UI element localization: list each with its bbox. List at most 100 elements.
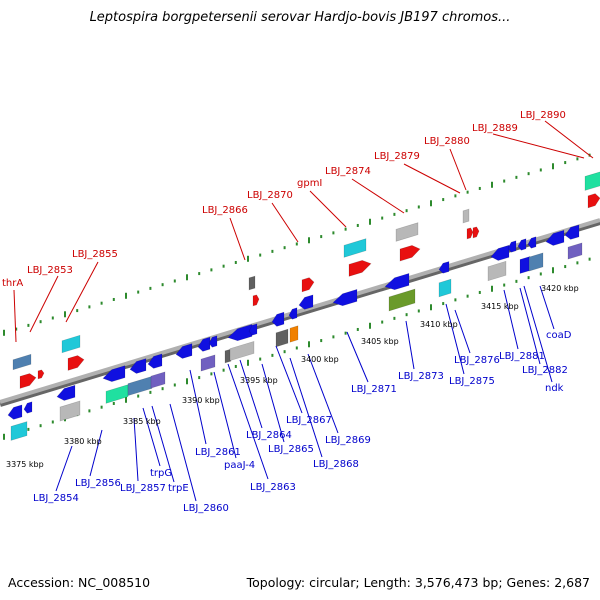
gene-block <box>487 260 507 282</box>
gene-label-LBJ_2866: LBJ_2866 <box>202 205 248 216</box>
reverse-gene <box>298 294 314 310</box>
kbp-label: 3390 kbp <box>182 396 220 405</box>
gene-block <box>59 400 81 422</box>
gene-label-LBJ_2853: LBJ_2853 <box>27 265 73 276</box>
reverse-gene <box>56 384 76 401</box>
gene-label-LBJ_2874: LBJ_2874 <box>325 166 371 177</box>
callout-line <box>503 289 519 350</box>
callout-line <box>229 217 246 261</box>
reverse-labels: LBJ_2854 LBJ_2856 LBJ_2857 trpG trpE LBJ… <box>33 330 572 514</box>
reverse-gene <box>564 224 580 240</box>
gene-label-trpG: trpG <box>150 468 172 479</box>
reverse-gene <box>332 288 358 307</box>
reverse-gene <box>129 358 147 374</box>
callout-line <box>346 331 369 383</box>
callout-line <box>289 357 323 458</box>
callout-line <box>239 359 263 429</box>
gene-block <box>584 171 600 191</box>
gene-label-LBJ_2860: LBJ_2860 <box>183 503 229 514</box>
reverse-gene <box>545 229 565 246</box>
gene-label-LBJ_2865: LBJ_2865 <box>268 444 314 455</box>
callout-line <box>351 178 405 214</box>
kbp-label: 3410 kbp <box>420 320 458 329</box>
gene-block <box>462 208 470 224</box>
callout-line <box>169 403 197 502</box>
gene-label-thrA: thrA <box>2 278 23 289</box>
tick-tracks <box>3 153 591 440</box>
forward-gene <box>19 373 37 389</box>
callout-line <box>142 407 161 467</box>
kbp-label: 3385 kbp <box>123 417 161 426</box>
gene-label-gpmI: gpmI <box>297 178 322 189</box>
reverse-gene <box>384 272 410 291</box>
callout-line <box>275 345 303 414</box>
kbp-label: 3405 kbp <box>361 337 399 346</box>
forward-gene <box>252 294 260 307</box>
gene-label-LBJ_2890: LBJ_2890 <box>520 110 566 121</box>
gene-label-ndk: ndk <box>545 383 564 394</box>
reverse-gene <box>102 365 126 382</box>
gene-label-LBJ_2880: LBJ_2880 <box>424 136 470 147</box>
forward-gene <box>466 227 474 240</box>
callout-line <box>307 353 339 434</box>
callout-line <box>544 120 594 159</box>
gene-block <box>10 421 28 441</box>
callout-line <box>213 371 237 459</box>
gene-label-LBJ_2854: LBJ_2854 <box>33 493 79 504</box>
gene-block <box>12 353 32 371</box>
gene-label-LBJ_2864: LBJ_2864 <box>246 430 292 441</box>
gene-block <box>248 275 256 291</box>
gene-label-trpE: trpE <box>168 483 189 494</box>
leaders <box>13 120 594 502</box>
callout-line <box>29 275 59 333</box>
reverse-gene <box>507 240 517 253</box>
gene-block <box>395 222 419 242</box>
gene-block <box>200 354 216 372</box>
reverse-gene <box>197 336 211 352</box>
callout-line <box>133 417 139 482</box>
callout-line <box>189 369 207 445</box>
gene-block <box>289 325 299 343</box>
gene-block <box>438 278 452 298</box>
callout-line <box>89 429 103 477</box>
callout-line <box>227 363 269 480</box>
gene-label-LBJ_2868: LBJ_2868 <box>313 459 359 470</box>
gene-label-LBJ_2875: LBJ_2875 <box>449 376 495 387</box>
gene-block <box>150 371 166 389</box>
callout-line <box>13 289 17 343</box>
kbp-label: 3375 kbp <box>6 460 44 469</box>
gene-block <box>275 328 289 348</box>
callout-line <box>539 285 555 330</box>
gene-block <box>567 242 583 260</box>
gene-block <box>224 348 232 364</box>
gene-label-LBJ_2867: LBJ_2867 <box>286 415 332 426</box>
kbp-labels: 3375 kbp 3380 kbp 3385 kbp 3390 kbp 3395… <box>6 284 579 469</box>
callout-line <box>309 190 347 228</box>
callout-line <box>523 285 553 383</box>
footer-accession: Accession: NC_008510 <box>8 575 151 590</box>
gene-label-coaD: coaD <box>546 330 572 341</box>
callout-line <box>55 445 73 492</box>
reverse-gene <box>438 261 450 274</box>
kbp-label: 3400 kbp <box>301 355 339 364</box>
gene-label-LBJ_2856: LBJ_2856 <box>75 478 121 489</box>
reverse-gene <box>208 335 218 348</box>
forward-gene <box>301 277 315 293</box>
callout-line <box>261 363 285 443</box>
gene-label-LBJ_2881: LBJ_2881 <box>499 351 545 362</box>
callout-line <box>519 287 541 365</box>
gene-block <box>105 384 129 404</box>
gene-block <box>343 238 367 258</box>
gene-label-LBJ_2857: LBJ_2857 <box>120 483 166 494</box>
gene-block <box>127 375 153 397</box>
gene-label-LBJ_2863: LBJ_2863 <box>250 482 296 493</box>
gene-label-LBJ_2855: LBJ_2855 <box>72 249 118 260</box>
features <box>7 171 600 441</box>
gene-label-LBJ_2876: LBJ_2876 <box>454 355 500 366</box>
gene-label-LBJ_2873: LBJ_2873 <box>398 371 444 382</box>
gene-label-LBJ_2870: LBJ_2870 <box>247 190 293 201</box>
callout-line <box>445 303 465 375</box>
gene-label-paaJ-4: paaJ-4 <box>224 460 255 471</box>
kbp-label: 3415 kbp <box>481 302 519 311</box>
gene-block <box>528 252 544 272</box>
